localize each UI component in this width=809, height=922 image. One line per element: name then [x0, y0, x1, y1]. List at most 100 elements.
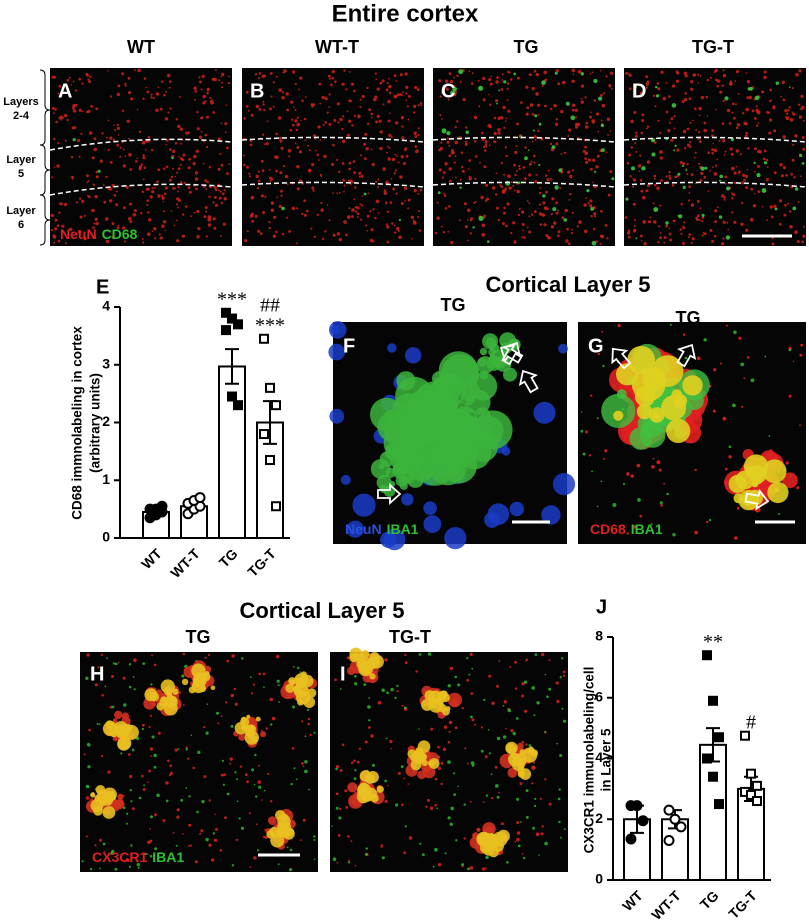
stain-speck — [323, 154, 327, 159]
stain-speck — [469, 800, 472, 803]
stain-speck — [53, 137, 56, 141]
y-tick-label: 4 — [595, 749, 603, 765]
stain-speck — [54, 108, 57, 111]
stain-speck — [58, 211, 61, 214]
stain-speck — [517, 213, 521, 217]
stain-speck — [441, 225, 443, 228]
stain-speck — [555, 201, 558, 205]
stain-speck — [470, 692, 474, 695]
stain-speck — [208, 166, 212, 169]
stain-speck — [272, 105, 275, 108]
stain-speck — [506, 202, 510, 206]
stain-speck — [277, 863, 280, 866]
stain-speck — [642, 195, 646, 200]
stain-speck — [585, 197, 588, 200]
stain-speck — [659, 131, 662, 134]
stain-speck — [142, 154, 145, 157]
stain-speck — [464, 126, 468, 129]
stain-speck — [352, 160, 356, 163]
stain-speck — [202, 94, 207, 99]
stain-speck — [280, 189, 283, 193]
stain-speck — [653, 207, 659, 212]
cell-blob — [488, 846, 499, 858]
stain-speck — [345, 233, 348, 237]
stain-speck — [85, 835, 88, 838]
cell-blob — [442, 707, 450, 716]
stain-speck — [133, 658, 137, 662]
stain-speck — [71, 126, 75, 130]
stain-speck — [371, 162, 375, 167]
stain-speck — [506, 82, 510, 85]
stain-speck — [308, 788, 310, 791]
stain-speck — [220, 163, 224, 167]
stain-speck — [714, 209, 718, 213]
stain-speck — [182, 704, 185, 706]
x-tick-label: WT — [619, 887, 646, 914]
stain-speck — [794, 230, 798, 234]
stain-speck — [530, 160, 533, 163]
stain-speck — [501, 190, 506, 194]
stain-legend: CD68 IBA1 — [590, 521, 663, 537]
stain-speck — [194, 177, 199, 181]
stain-speck — [707, 190, 710, 192]
stain-speck — [356, 760, 360, 764]
stain-speck — [763, 75, 767, 80]
cell-blob — [385, 467, 396, 478]
stain-speck — [790, 173, 793, 176]
y-tick-label: 1 — [102, 471, 110, 487]
stain-speck — [792, 206, 797, 211]
stain-speck — [389, 201, 393, 204]
stain-speck — [278, 204, 282, 208]
data-point — [740, 730, 750, 741]
cell-blob — [507, 752, 522, 766]
stain-speck — [407, 783, 410, 785]
data-point — [702, 753, 712, 764]
section-title: Cortical Layer 5 — [485, 272, 650, 297]
stain-speck — [628, 235, 631, 239]
stain-speck — [436, 216, 440, 220]
stain-legend: NeuN CD68 — [60, 226, 138, 242]
stain-speck — [113, 124, 115, 126]
stain-speck — [721, 242, 725, 246]
cell-blob — [268, 816, 277, 825]
cell-blob — [204, 671, 210, 677]
stain-speck — [638, 170, 640, 172]
stain-speck — [755, 105, 758, 108]
stain-speck — [164, 117, 169, 121]
stain-speck — [529, 162, 532, 166]
significance: *** — [217, 288, 247, 310]
stain-speck — [716, 158, 719, 161]
stain-speck — [354, 682, 358, 686]
stain-speck — [561, 80, 566, 85]
stain-speck — [205, 210, 208, 213]
stain-speck — [195, 149, 199, 153]
stain-speck — [625, 197, 629, 201]
stain-speck — [442, 171, 446, 175]
stain-speck — [709, 229, 713, 232]
stain-speck — [605, 151, 608, 154]
stain-speck — [336, 102, 340, 106]
stain-speck — [800, 343, 804, 347]
stain-speck — [707, 151, 710, 154]
stain-speck — [668, 171, 671, 174]
stain-speck — [698, 140, 702, 144]
stain-speck — [786, 112, 789, 115]
stain-speck — [590, 207, 594, 211]
stain-speck — [628, 153, 632, 157]
stain-speck — [286, 183, 289, 186]
stain-speck — [591, 470, 593, 473]
stain-speck — [713, 148, 718, 153]
stain-speck — [602, 364, 605, 368]
stain-speck — [188, 823, 192, 827]
stain-speck — [462, 98, 466, 102]
stain-speck — [281, 206, 285, 211]
stain-name: IBA1 — [152, 849, 184, 865]
stain-speck — [628, 73, 632, 77]
stain-speck — [110, 95, 113, 98]
stain-speck — [319, 102, 321, 105]
stain-speck — [209, 100, 213, 103]
stain-speck — [673, 127, 676, 130]
stain-speck — [132, 676, 135, 678]
stain-speck — [262, 211, 266, 214]
stain-speck — [505, 154, 508, 158]
